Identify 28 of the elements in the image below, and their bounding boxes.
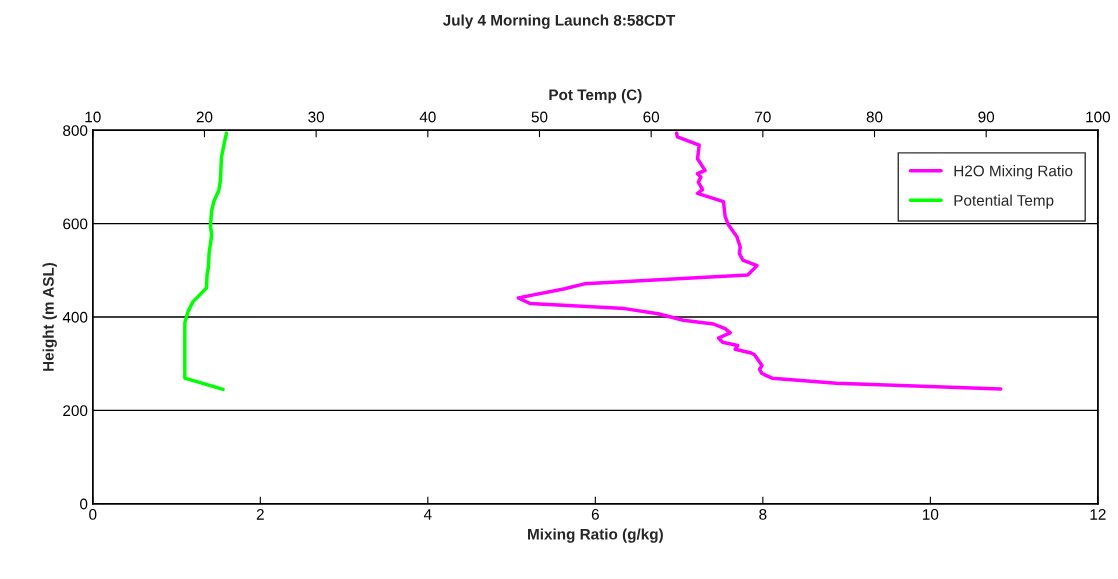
y-tick-label: 200 [63,405,88,417]
x-axis-title: Mixing Ratio (g/kg) [528,528,663,543]
x2-tick-label: 20 [196,111,213,123]
x2-tick-label: 40 [419,111,436,123]
x-tick-label: 6 [591,508,599,520]
y-tick-label: 400 [62,311,88,323]
y-axis-title: Height (m ASL) [42,262,57,371]
x-tick-label: 0 [89,508,97,520]
x2-tick-label: 50 [531,111,548,123]
y-tick-label: 800 [63,125,88,136]
x2-tick-label: 100 [1086,111,1111,123]
legend-label: Potential Temp [954,194,1054,209]
x-tick-label: 2 [256,508,264,520]
x2-tick-label: 80 [866,111,883,123]
chart-title: July 4 Morning Launch 8:58CDT [442,14,676,29]
x2-tick-label: 10 [85,111,101,123]
x-tick-label: 4 [423,509,432,520]
x2-tick-label: 90 [978,111,995,123]
legend-label: H2O Mixing Ratio [954,165,1073,180]
x2-tick-label: 30 [308,111,325,123]
y-tick-label: 600 [63,218,88,230]
x2-axis-title: Pot Temp (C) [549,88,642,104]
x-tick-label: 10 [923,508,939,520]
x2-tick-label: 60 [643,111,660,123]
x2-tick-label: 70 [755,111,771,123]
x-tick-label: 8 [759,508,767,520]
x-tick-label: 12 [1090,508,1106,520]
y-tick-label: 0 [80,498,88,510]
